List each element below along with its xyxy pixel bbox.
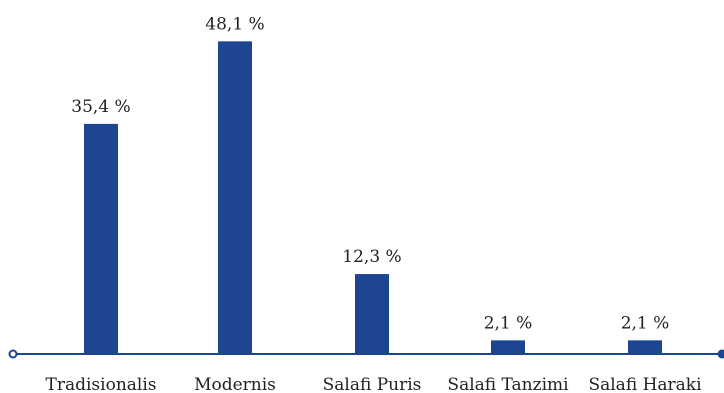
category-label-salafi-haraki: Salafi Haraki (588, 375, 702, 393)
category-label-tradisionalis: Tradisionalis (46, 375, 157, 393)
axis-end-marker (717, 349, 724, 359)
value-label-salafi-tanzimi: 2,1 % (484, 313, 533, 333)
value-label-salafi-puris: 12,3 % (342, 247, 401, 267)
category-label-salafi-tanzimi: Salafi Tanzimi (447, 375, 569, 393)
bar-salafi-puris (355, 274, 389, 354)
category-label-salafi-puris: Salafi Puris (323, 375, 422, 393)
category-labels-group: Tradisionalis Modernis Salafi Puris Salafi … (46, 375, 703, 393)
bars-group (84, 41, 662, 355)
bar-tradisionalis (84, 123, 118, 355)
value-label-modernis: 48,1 % (205, 14, 264, 34)
value-label-salafi-haraki: 2,1 % (621, 313, 670, 333)
bar-modernis (218, 41, 252, 354)
category-label-modernis: Modernis (194, 375, 276, 393)
bar-salafi-tanzimi (491, 340, 525, 354)
axis-start-marker (8, 349, 18, 359)
value-labels-group: 35,4 % 48,1 % 12,3 % 2,1 % 2,1 % (71, 14, 669, 333)
value-label-tradisionalis: 35,4 % (71, 97, 130, 117)
bar-salafi-haraki (628, 340, 662, 354)
